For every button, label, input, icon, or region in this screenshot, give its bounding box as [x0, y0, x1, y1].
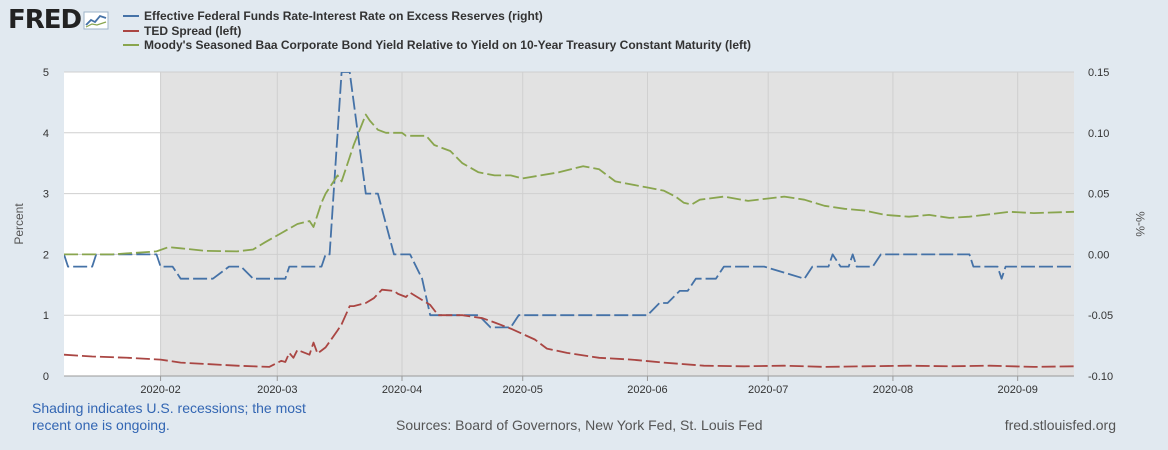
line-chart-icon [83, 11, 109, 30]
x-axis: 2020-02 2020-03 2020-04 2020-05 2020-06 2020-… [64, 375, 1074, 396]
x-tick-label: 2020-07 [748, 384, 788, 396]
x-tick-label: 2020-06 [627, 384, 667, 396]
x-tick-label: 2020-08 [873, 384, 913, 396]
legend-item-baa-spread[interactable]: Moody's Seasoned Baa Corporate Bond Yiel… [123, 38, 751, 53]
x-tick-label: 2020-05 [503, 384, 543, 396]
x-tick-label: 2020-04 [382, 384, 422, 396]
legend-item-effr-ior[interactable]: Effective Federal Funds Rate-Interest Ra… [123, 9, 751, 24]
legend-swatch-effr-ior [123, 15, 139, 18]
series-line-ted-spread [64, 288, 1074, 368]
y-axis-left: 0 1 2 3 4 5 [43, 67, 49, 383]
recession-shading [160, 72, 1074, 376]
legend-swatch-baa-spread [123, 44, 139, 47]
y-right-tick-label: 0.05 [1088, 189, 1109, 201]
y-left-tick-label: 2 [43, 249, 49, 261]
series-line-effr-ior [64, 72, 1074, 329]
y-right-tick-label: -0.05 [1088, 310, 1113, 322]
y-left-tick-label: 4 [43, 128, 49, 140]
site-link[interactable]: fred.stlouisfed.org [1004, 417, 1116, 433]
y-axis-right: -0.10 -0.05 0.00 0.05 0.10 0.15 [1088, 67, 1113, 383]
y-axis-left-label: Percent [12, 203, 26, 245]
y-left-tick-label: 0 [43, 371, 49, 383]
recession-shading-note: Shading indicates U.S. recessions; the m… [32, 400, 306, 433]
y-right-tick-label: 0.00 [1088, 249, 1109, 261]
sources-text: Sources: Board of Governors, New York Fe… [396, 417, 763, 433]
fred-logo[interactable]: FRED [8, 6, 109, 34]
x-tick-label: 2020-09 [997, 384, 1037, 396]
y-right-tick-label: 0.10 [1088, 128, 1109, 140]
y-left-tick-label: 1 [43, 310, 49, 322]
series-line-baa-spread [64, 113, 1074, 256]
y-axis-right-label: %-% [1133, 211, 1147, 237]
legend-item-ted-spread[interactable]: TED Spread (left) [123, 24, 751, 39]
y-left-tick-label: 3 [43, 189, 49, 201]
y-right-tick-label: -0.10 [1088, 371, 1113, 383]
chart-legend: Effective Federal Funds Rate-Interest Ra… [123, 9, 751, 53]
legend-label-baa-spread: Moody's Seasoned Baa Corporate Bond Yiel… [144, 38, 751, 52]
legend-label-ted-spread: TED Spread (left) [144, 23, 242, 38]
y-right-tick-label: 0.15 [1088, 67, 1109, 79]
series-lines [64, 72, 1074, 368]
y-left-tick-label: 5 [43, 67, 49, 79]
legend-swatch-ted-spread [123, 29, 139, 32]
x-tick-label: 2020-02 [140, 384, 180, 396]
legend-label-effr-ior: Effective Federal Funds Rate-Interest Ra… [144, 9, 543, 23]
logo-text: FRED [8, 5, 82, 35]
x-tick-label: 2020-03 [257, 384, 297, 396]
